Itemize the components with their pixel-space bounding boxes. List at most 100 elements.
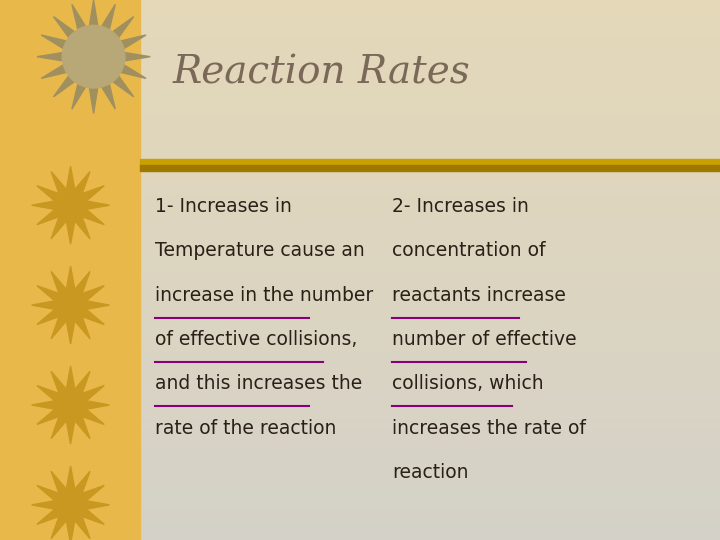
Bar [140,397,720,398]
Bar [140,9,720,10]
Bar [140,19,720,20]
Bar [140,53,720,54]
Bar [140,498,720,499]
Bar [140,393,720,394]
Bar [140,194,720,195]
Bar [140,5,720,6]
Bar [140,356,720,357]
Bar [140,484,720,485]
Bar [140,367,720,368]
Bar [140,310,720,311]
Bar [140,487,720,488]
Circle shape [63,25,125,88]
Bar [140,532,720,533]
Bar [140,54,720,55]
Bar [140,473,720,474]
Bar [140,98,720,99]
Bar [140,218,720,219]
Bar [140,472,720,473]
Bar [140,377,720,378]
Bar [140,249,720,250]
Bar [140,512,720,513]
Bar [140,79,720,80]
Bar [140,206,720,207]
Bar [140,267,720,268]
Bar [140,201,720,202]
Bar [140,297,720,298]
Bar [140,293,720,294]
Bar [140,38,720,39]
Bar [140,376,720,377]
Bar [140,394,720,395]
Bar [140,510,720,511]
Bar [140,269,720,270]
Bar [140,65,720,66]
Bar [140,156,720,157]
Bar [140,84,720,85]
Bar [140,178,720,179]
Bar [140,330,720,331]
Bar [140,273,720,274]
Bar [140,501,720,502]
Bar [140,443,720,444]
Bar [140,126,720,127]
Bar [140,343,720,344]
Bar [140,46,720,47]
Bar [140,346,720,347]
Bar [140,274,720,275]
Bar [140,535,720,536]
Bar [140,362,720,363]
Bar [140,130,720,131]
Bar [140,344,720,345]
Bar [140,312,720,313]
Bar [140,165,720,166]
Bar [140,240,720,241]
Bar [140,205,720,206]
Bar [140,91,720,92]
Bar [140,226,720,227]
Bar [140,539,720,540]
Bar [140,389,720,390]
Bar [140,333,720,334]
Bar [140,56,720,57]
Bar [140,380,720,381]
Bar [140,48,720,49]
Bar [140,502,720,503]
Bar [140,493,720,494]
Bar [140,373,720,374]
Bar [140,422,720,423]
Bar [140,228,720,229]
Bar [140,482,720,483]
Bar [140,388,720,389]
Bar [140,509,720,510]
Bar [140,200,720,201]
Bar [140,211,720,212]
Bar [140,451,720,452]
Bar [140,89,720,90]
Bar [140,349,720,350]
Bar [140,399,720,400]
Bar [140,23,720,24]
Bar [140,525,720,526]
Bar [140,332,720,333]
Bar [140,6,720,7]
Bar [140,289,720,290]
Bar [140,514,720,515]
Bar [140,460,720,461]
Bar [140,13,720,14]
Bar [140,528,720,529]
Bar [140,124,720,125]
Bar [140,165,720,171]
Bar [140,21,720,22]
Bar [140,196,720,197]
Bar [140,478,720,479]
Bar [140,383,720,384]
Bar [140,36,720,37]
Bar [140,227,720,228]
Bar [140,271,720,272]
Bar [140,51,720,52]
Bar [140,107,720,108]
Bar [140,93,720,94]
Bar [140,400,720,401]
Bar [140,115,720,116]
